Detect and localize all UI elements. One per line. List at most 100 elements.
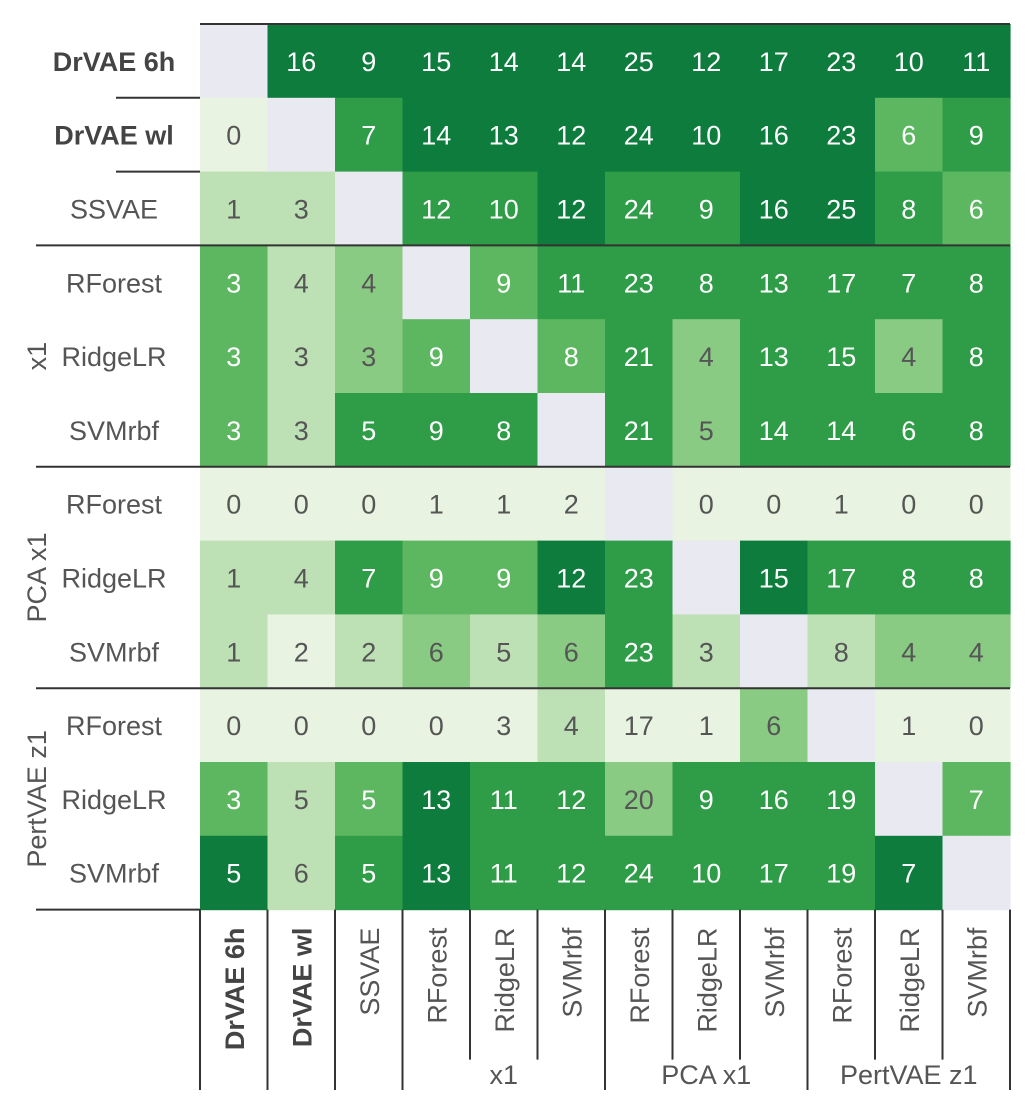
cell-value: 5 xyxy=(496,637,511,667)
cell-value: 3 xyxy=(294,195,309,225)
heatmap-cell xyxy=(200,466,269,542)
heatmap-cell xyxy=(672,245,741,320)
heatmap-cell xyxy=(402,540,471,615)
cell-value: 3 xyxy=(294,416,309,446)
heatmap-cell xyxy=(537,614,606,689)
cell-value: 0 xyxy=(361,711,376,741)
cell-value: 0 xyxy=(969,711,984,741)
heatmap-cell xyxy=(875,688,944,763)
cell-value: 4 xyxy=(564,711,579,741)
cell-value: 6 xyxy=(429,637,444,667)
diagonal-cell xyxy=(807,688,876,763)
cell-value: 8 xyxy=(969,416,984,446)
heatmap-cell xyxy=(267,319,336,394)
cell-value: 15 xyxy=(421,47,451,77)
cell-value: 0 xyxy=(226,490,241,520)
row-group-label: PCA x1 xyxy=(22,532,52,622)
heatmap-cell xyxy=(335,688,404,763)
row-group-labels: x1 PCA x1 PertVAE z1 xyxy=(22,342,52,868)
heatmap-cell xyxy=(875,393,944,468)
heatmap-cell xyxy=(875,614,944,689)
column-label: DrVAE 6h xyxy=(220,928,250,1051)
cell-value: 8 xyxy=(901,564,916,594)
row-label: RForest xyxy=(66,490,163,520)
heatmap-cell xyxy=(740,393,809,468)
cell-value: 3 xyxy=(294,342,309,372)
heatmap-cell xyxy=(740,319,809,394)
cell-value: 13 xyxy=(421,785,451,815)
heatmap-cell xyxy=(537,688,606,763)
cell-value: 10 xyxy=(894,47,924,77)
heatmap-cell xyxy=(672,319,741,394)
heatmap-cell xyxy=(335,24,404,99)
diagonal-cell xyxy=(740,614,809,689)
cell-value: 6 xyxy=(901,416,916,446)
heatmap-cell xyxy=(537,762,606,837)
cell-value: 11 xyxy=(557,268,585,298)
heatmap-cell xyxy=(605,245,674,320)
cell-value: 9 xyxy=(496,564,511,594)
heatmap-cell xyxy=(267,835,336,911)
cell-value: 6 xyxy=(901,121,916,151)
heatmap-cell xyxy=(267,540,336,615)
column-labels: DrVAE 6h DrVAE wl SSVAE RForest RidgeLR SVMrb… xyxy=(220,927,992,1051)
cell-value: 8 xyxy=(901,195,916,225)
cell-value: 2 xyxy=(361,637,376,667)
cell-value: 0 xyxy=(361,490,376,520)
heatmap-cell xyxy=(470,466,539,542)
heatmap-cell xyxy=(875,466,944,542)
heatmap-cell xyxy=(200,393,269,468)
cell-value: 7 xyxy=(901,859,916,889)
heatmap-cell xyxy=(402,835,471,911)
heatmap-cell xyxy=(267,688,336,763)
heatmap-cell xyxy=(807,614,876,689)
heatmap-cell xyxy=(875,97,944,173)
cell-value: 9 xyxy=(969,121,984,151)
cell-value: 23 xyxy=(826,121,856,151)
column-label: RidgeLR xyxy=(490,928,520,1033)
heatmap-cell xyxy=(402,614,471,689)
heatmap-cell xyxy=(605,171,674,246)
cell-value: 13 xyxy=(421,859,451,889)
cell-value: 8 xyxy=(496,416,511,446)
diagonal-cell xyxy=(875,762,944,837)
column-group-labels: x1 PCA x1 PertVAE z1 xyxy=(489,1060,977,1090)
cell-value: 25 xyxy=(826,195,856,225)
cell-value: 2 xyxy=(564,490,579,520)
cell-value: 5 xyxy=(294,785,309,815)
row-label: RidgeLR xyxy=(61,564,166,594)
cell-value: 5 xyxy=(226,859,241,889)
cell-value: 12 xyxy=(556,859,586,889)
diagonal-cell xyxy=(335,171,404,246)
cell-value: 9 xyxy=(361,47,376,77)
heatmap-cell xyxy=(740,835,809,911)
heatmap-cell xyxy=(537,24,606,99)
heatmap-cell xyxy=(942,540,1011,615)
heatmap-cell xyxy=(605,24,674,99)
cell-value: 16 xyxy=(286,47,316,77)
heatmap-cell xyxy=(672,97,741,173)
cell-value: 15 xyxy=(826,342,856,372)
cell-value: 9 xyxy=(699,195,714,225)
heatmap-cell xyxy=(470,614,539,689)
heatmap-cell xyxy=(537,319,606,394)
heatmap-cell xyxy=(942,393,1011,468)
cell-value: 13 xyxy=(489,121,519,151)
heatmap-cell xyxy=(672,171,741,246)
column-label: RidgeLR xyxy=(895,928,925,1033)
cell-value: 17 xyxy=(826,564,856,594)
heatmap-cell xyxy=(267,614,336,689)
heatmap-cell xyxy=(402,97,471,173)
cell-value: 4 xyxy=(969,637,984,667)
heatmap-cell xyxy=(470,24,539,99)
heatmap-cell xyxy=(875,540,944,615)
cell-value: 16 xyxy=(759,195,789,225)
column-label: RidgeLR xyxy=(692,928,722,1033)
heatmap-cell xyxy=(267,393,336,468)
cell-value: 9 xyxy=(496,268,511,298)
row-group-label: x1 xyxy=(22,342,52,371)
cell-value: 3 xyxy=(226,342,241,372)
heatmap-cell xyxy=(200,835,269,911)
cell-value: 21 xyxy=(624,416,654,446)
column-group-label: x1 xyxy=(489,1060,518,1090)
